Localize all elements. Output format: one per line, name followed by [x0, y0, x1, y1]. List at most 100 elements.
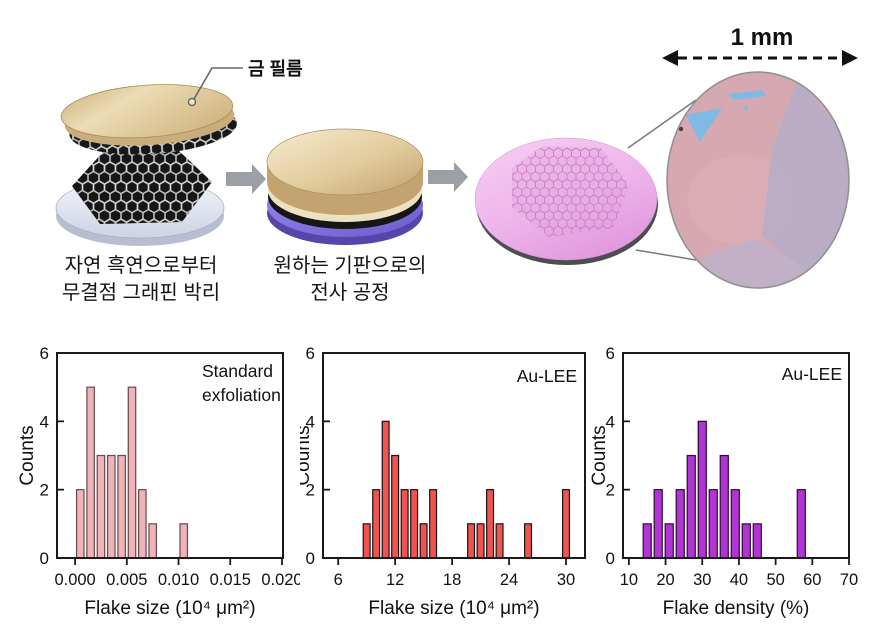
hist-bar — [653, 489, 663, 559]
step1-caption-line1: 자연 흑연으로부터 — [65, 254, 218, 277]
gold-film-leader-dot — [187, 97, 197, 107]
gold-disc-top — [266, 128, 424, 196]
arrow-right-icon — [428, 162, 468, 192]
hist-bar — [741, 523, 751, 559]
dark-particle — [678, 126, 684, 132]
graphene-region-hex-pattern — [512, 146, 629, 237]
gold-film-leader-line — [193, 67, 243, 100]
hist-bar — [697, 420, 707, 559]
inset-connector-top — [627, 99, 697, 149]
y-tick-label: 2 — [306, 481, 315, 500]
hist-bar — [362, 523, 371, 559]
y-tick-label: 4 — [606, 412, 615, 431]
hist-bar — [486, 489, 495, 559]
blue-flake-sliver — [728, 90, 766, 100]
hist-bar — [400, 489, 409, 559]
panel-annotation: Au-LEE — [782, 364, 842, 384]
inset-connector-bottom — [635, 249, 697, 261]
x-tick-label: 0.000 — [54, 571, 95, 589]
hist-bar — [642, 523, 652, 559]
scale-arrowhead-right — [842, 50, 858, 66]
hist-bar — [719, 454, 729, 559]
histogram-standard-exfoliation: 0 2 4 6 0.000 0.005 0.010 0.015 0.020 Standard exf… — [17, 344, 300, 619]
gold-film-cap — [60, 84, 237, 155]
x-axis-label: Flake density (%) — [663, 598, 810, 619]
graphene-on-wafer-step — [474, 137, 658, 265]
y-tick-label: 4 — [40, 412, 49, 431]
x-tick-label: 50 — [766, 571, 784, 589]
x-tick-label: 30 — [557, 571, 575, 589]
hist-bar — [476, 523, 485, 559]
step2-caption-line1: 원하는 기판으로의 — [274, 254, 427, 277]
gold-cap-top — [60, 84, 234, 139]
panel-annotation: Au-LEE — [517, 366, 577, 386]
x-axis-label: Flake size (10⁴ μm²) — [84, 598, 255, 619]
x-tick-label: 60 — [803, 571, 821, 589]
x-tick-label: 0.010 — [158, 571, 199, 589]
y-tick-label: 6 — [40, 344, 49, 363]
transfer-stack-step: 원하는 기판으로의 전사 공정 — [266, 128, 427, 304]
hist-bar — [410, 489, 419, 559]
y-tick-label: 6 — [606, 344, 615, 363]
x-tick-label: 70 — [840, 571, 858, 589]
hist-bar — [96, 454, 106, 559]
arrow-right-icon — [226, 164, 266, 194]
y-tick-label: 4 — [306, 412, 315, 431]
y-tick-label: 0 — [40, 549, 49, 568]
hist-bar — [117, 454, 126, 559]
x-tick-label: 0.020 — [261, 571, 300, 589]
y-tick-label: 2 — [40, 481, 49, 500]
step1-caption-line2: 무결점 그래핀 박리 — [62, 281, 220, 304]
y-tick-label: 0 — [606, 549, 615, 568]
y-tick-label: 6 — [306, 344, 315, 363]
y-axis-label: Counts — [590, 425, 610, 485]
graphite-crystal-texture — [72, 150, 212, 224]
hist-bar — [664, 523, 674, 559]
microscope-inset — [666, 71, 850, 289]
hist-bar — [752, 523, 762, 559]
x-tick-label: 0.005 — [106, 571, 147, 589]
scale-bar: 1 mm — [662, 24, 858, 66]
gold-film-label: 금 필름 — [248, 59, 303, 79]
x-tick-label: 18 — [443, 571, 461, 589]
x-axis-label: Flake size (10⁴ μm²) — [368, 598, 539, 619]
panel-annotation: exfoliation — [202, 385, 281, 405]
plot-frame — [322, 352, 586, 559]
plot-frame — [622, 352, 850, 559]
hist-bar — [148, 523, 157, 559]
x-tick-label: 12 — [386, 571, 404, 589]
hist-bar — [372, 489, 381, 559]
process-diagram: 금 필름 자연 흑연으로부터 무결점 그래핀 박리 원하는 기판으로의 전사 공… — [55, 24, 858, 304]
x-tick-label: 20 — [656, 571, 674, 589]
histogram-au-lee-flake-density: 0 2 4 6 10 20 30 40 50 60 70 Au-LEE Counts Flake dens… — [590, 344, 858, 619]
hist-bar — [495, 523, 504, 559]
hist-bar — [106, 454, 116, 559]
panel-annotation: Standard — [202, 361, 273, 381]
x-tick-label: 10 — [620, 571, 638, 589]
hist-bar — [381, 420, 390, 559]
microscope-rim — [666, 71, 850, 289]
hist-bar — [708, 489, 718, 559]
x-tick-label: 0.015 — [210, 571, 251, 589]
x-tick-label: 6 — [334, 571, 343, 589]
hist-bar — [561, 489, 571, 559]
y-axis-label: Counts — [300, 425, 314, 485]
blue-flake-speck — [743, 105, 749, 111]
y-tick-label: 0 — [306, 549, 315, 568]
hist-bar — [467, 523, 476, 559]
y-tick-label: 2 — [606, 481, 615, 500]
hist-bar — [524, 523, 533, 559]
scale-arrowhead-left — [662, 50, 678, 66]
x-tick-label: 24 — [500, 571, 518, 589]
plot-frame — [56, 352, 284, 559]
hist-bar — [419, 523, 428, 559]
hist-bar — [675, 489, 685, 559]
step2-caption-line2: 전사 공정 — [310, 281, 389, 304]
hist-bar — [429, 489, 438, 559]
hist-bar — [796, 489, 806, 559]
x-tick-label: 30 — [693, 571, 711, 589]
graphite-exfoliation-step: 금 필름 자연 흑연으로부터 무결점 그래핀 박리 — [55, 59, 303, 304]
scale-label: 1 mm — [731, 24, 794, 51]
hist-bar — [127, 386, 137, 559]
